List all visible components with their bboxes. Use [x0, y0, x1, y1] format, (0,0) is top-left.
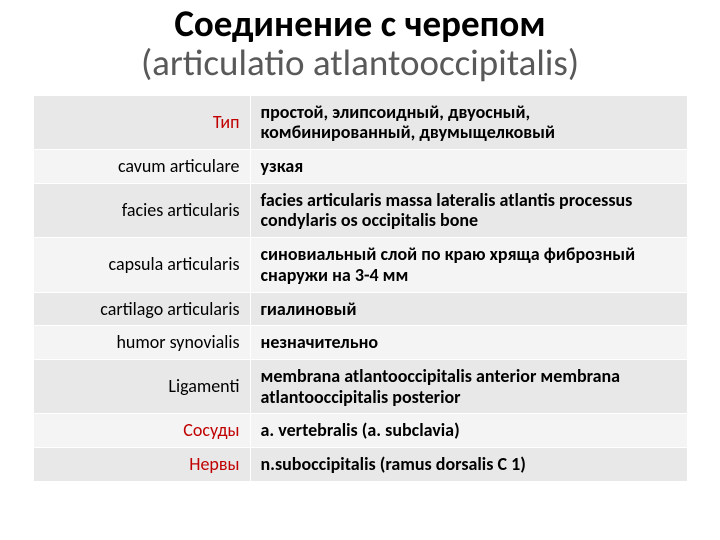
row-value: простой, элипсоидный, двуосный, комбинир…	[250, 95, 687, 149]
table-row: cavum articulare узкая	[33, 150, 687, 184]
table-row: facies articularis facies articularis ma…	[33, 183, 687, 237]
row-value: facies articularis massa lateralis atlan…	[250, 183, 687, 237]
table-row: Сосуды a. vertebralis (a. subclavia)	[33, 414, 687, 448]
table-row: capsula articularis синовиальный слой по…	[33, 238, 687, 292]
table-row: cartilago articularis гиалиновый	[33, 292, 687, 326]
properties-table: Тип простой, элипсоидный, двуосный, комб…	[33, 95, 688, 482]
row-label: cartilago articularis	[33, 292, 250, 326]
row-value: гиалиновый	[250, 292, 687, 326]
row-label: capsula articularis	[33, 238, 250, 292]
row-value: мembrana atlantooccipitalis anterior мem…	[250, 359, 687, 413]
row-label: humor synovialis	[33, 326, 250, 360]
row-value: a. vertebralis (a. subclavia)	[250, 414, 687, 448]
row-value: синовиальный слой по краю хряща фиброзны…	[250, 238, 687, 292]
row-value: узкая	[250, 150, 687, 184]
row-label: Сосуды	[33, 414, 250, 448]
table-row: Нервы n.suboccipitalis (ramus dorsalis C…	[33, 447, 687, 481]
title-main: Соединение с черепом	[0, 5, 720, 44]
title-sub: (articulatio atlantooccipitalis)	[0, 44, 720, 83]
row-label: facies articularis	[33, 183, 250, 237]
row-label: cavum articulare	[33, 150, 250, 184]
table-row: humor synovialis незначительно	[33, 326, 687, 360]
table-row: Тип простой, элипсоидный, двуосный, комб…	[33, 95, 687, 149]
row-value: n.suboccipitalis (ramus dorsalis C 1)	[250, 447, 687, 481]
row-value: незначительно	[250, 326, 687, 360]
row-label: Нервы	[33, 447, 250, 481]
row-label: Ligamenti	[33, 359, 250, 413]
row-label: Тип	[33, 95, 250, 149]
table-row: Ligamenti мembrana atlantooccipitalis an…	[33, 359, 687, 413]
title-block: Соединение с черепом (articulatio atlant…	[0, 0, 720, 83]
slide: Соединение с черепом (articulatio atlant…	[0, 0, 720, 540]
